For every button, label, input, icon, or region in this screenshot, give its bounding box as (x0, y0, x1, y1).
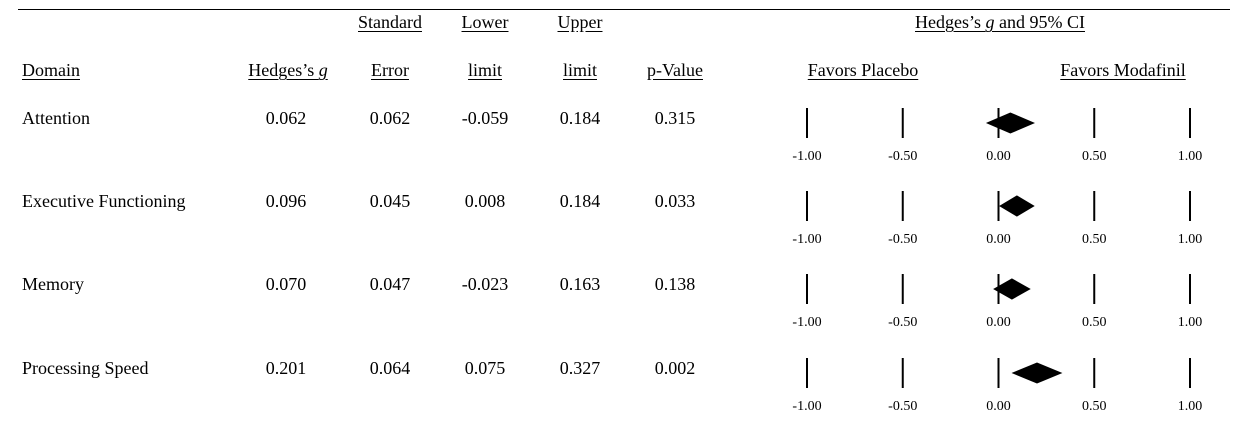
lower-cell: 0.008 (464, 191, 506, 211)
tick-label: 1.00 (1178, 232, 1203, 247)
header-error: Error (371, 60, 409, 80)
ci-diamond (985, 112, 1036, 134)
ci-diamond (999, 195, 1035, 217)
p-cell: 0.138 (654, 274, 696, 294)
header-p-value: p-Value (647, 60, 703, 80)
tick-label: 0.00 (986, 149, 1011, 164)
lower-cell: -0.023 (461, 274, 509, 294)
g-cell: 0.070 (265, 274, 307, 294)
tick-label: -1.00 (792, 399, 821, 414)
g-cell: 0.201 (265, 358, 307, 378)
header-upper: Upper (557, 12, 603, 32)
ci-diamond (1011, 362, 1063, 384)
tick-label: -1.00 (792, 149, 821, 164)
domain-cell: Processing Speed (22, 358, 149, 378)
se-cell: 0.045 (369, 191, 411, 211)
header-lower: Lower (461, 12, 509, 32)
lower-cell: 0.075 (464, 358, 506, 378)
table-top-rule (18, 9, 1230, 10)
forest-title: Hedges’s g and 95% CI (915, 12, 1085, 32)
tick-label: -0.50 (888, 232, 917, 247)
tick-label: -1.00 (792, 315, 821, 330)
se-cell: 0.047 (369, 274, 411, 294)
tick-label: 1.00 (1178, 399, 1203, 414)
g-cell: 0.062 (265, 108, 307, 128)
header-standard: Standard (358, 12, 422, 32)
se-cell: 0.062 (369, 108, 411, 128)
lower-cell: -0.059 (461, 108, 509, 128)
se-cell: 0.064 (369, 358, 411, 378)
favors-placebo-label: Favors Placebo (807, 60, 919, 80)
ci-diamond (993, 278, 1031, 300)
upper-cell: 0.163 (559, 274, 601, 294)
tick-label: 0.50 (1082, 149, 1107, 164)
tick-label: 0.50 (1082, 315, 1107, 330)
tick-label: 0.00 (986, 399, 1011, 414)
tick-label: 0.50 (1082, 399, 1107, 414)
favors-modafinil-label: Favors Modafinil (1060, 60, 1186, 80)
p-cell: 0.033 (654, 191, 696, 211)
domain-cell: Memory (22, 274, 84, 294)
p-cell: 0.315 (654, 108, 696, 128)
tick-label: -0.50 (888, 315, 917, 330)
tick-label: -1.00 (792, 232, 821, 247)
header-lower-limit: limit (467, 60, 503, 80)
upper-cell: 0.327 (559, 358, 601, 378)
header-hedges-g: Hedges’s g (248, 60, 328, 80)
p-cell: 0.002 (654, 358, 696, 378)
tick-label: 1.00 (1178, 315, 1203, 330)
tick-label: 0.50 (1082, 232, 1107, 247)
domain-cell: Executive Functioning (22, 191, 186, 211)
tick-label: -0.50 (888, 399, 917, 414)
upper-cell: 0.184 (559, 108, 601, 128)
upper-cell: 0.184 (559, 191, 601, 211)
domain-cell: Attention (22, 108, 90, 128)
header-domain: Domain (22, 60, 80, 80)
tick-label: 0.00 (986, 315, 1011, 330)
header-upper-limit: limit (562, 60, 598, 80)
tick-label: -0.50 (888, 149, 917, 164)
tick-label: 1.00 (1178, 149, 1203, 164)
tick-label: 0.00 (986, 232, 1011, 247)
g-cell: 0.096 (265, 191, 307, 211)
